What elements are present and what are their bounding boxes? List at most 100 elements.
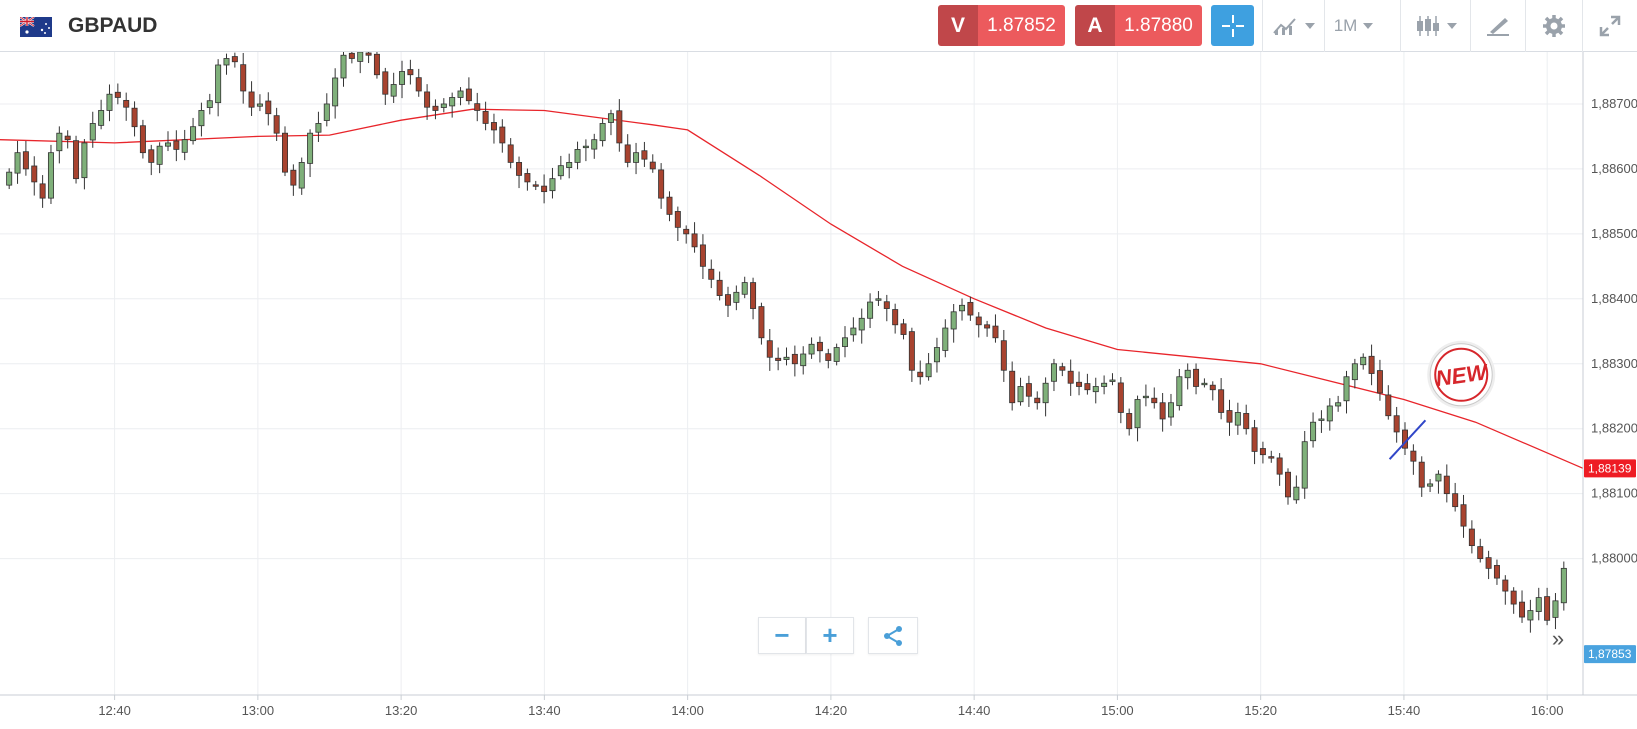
- candle-down: [382, 71, 389, 95]
- symbol-title: GBPAUD: [68, 14, 158, 37]
- candle-up: [633, 152, 640, 163]
- gear-icon: [1543, 15, 1565, 37]
- x-tick-label: 13:00: [242, 703, 275, 718]
- candle-up: [1326, 405, 1333, 422]
- candle-up: [1101, 382, 1108, 387]
- drawing-tools-button[interactable]: [1470, 0, 1525, 52]
- sell-label: V: [938, 5, 978, 46]
- chart-type-button[interactable]: [1262, 0, 1324, 52]
- candle-down: [474, 103, 481, 111]
- candle-down: [1209, 384, 1216, 391]
- candle-down: [1009, 370, 1016, 404]
- y-tick-label: 1,88700: [1591, 96, 1637, 111]
- crosshair-button[interactable]: [1211, 5, 1254, 46]
- candlestick-icon: [1416, 16, 1439, 36]
- candle-down: [541, 185, 548, 193]
- candle-up: [557, 165, 564, 177]
- candle-down: [1025, 383, 1032, 397]
- line-chart-icon: [1272, 18, 1296, 35]
- candle-down: [1067, 370, 1074, 384]
- candle-down: [1393, 415, 1400, 433]
- candle-down: [775, 357, 782, 361]
- moving-average-line: [0, 108, 1584, 469]
- candle-down: [173, 140, 180, 150]
- price-chart[interactable]: 1,88000 1,88100 1,88200 1,88300 1,88400 1,885…: [0, 52, 1637, 729]
- candle-up: [440, 103, 447, 108]
- candle-down: [407, 69, 414, 76]
- zoom-in-button[interactable]: +: [806, 617, 854, 654]
- share-button[interactable]: [868, 617, 918, 654]
- candle-up: [1293, 486, 1300, 501]
- share-icon: [884, 625, 902, 646]
- gb-au-flag-icon: [20, 17, 52, 37]
- candle-up: [457, 90, 464, 98]
- candle-down: [716, 279, 723, 296]
- y-tick-label: 1,88500: [1591, 226, 1637, 241]
- moving-average-layer: [0, 108, 1584, 469]
- candle-down: [992, 325, 999, 339]
- candle-down: [1485, 557, 1492, 569]
- timeframe-button[interactable]: 1M: [1324, 0, 1382, 52]
- candle-up: [741, 282, 748, 295]
- candle-down: [725, 294, 731, 306]
- candle-down: [1218, 389, 1225, 413]
- candle-down: [1268, 456, 1275, 459]
- candle-down: [1468, 528, 1475, 547]
- candle-up: [566, 162, 573, 169]
- candle-down: [816, 341, 823, 352]
- top-toolbar: GBPAUD V 1.87852 A 1.87880 1M: [0, 0, 1637, 52]
- candle-up: [808, 343, 815, 355]
- candle-up: [1360, 356, 1367, 366]
- candle-down: [39, 183, 46, 199]
- candle-down: [917, 371, 924, 378]
- candle-down: [114, 91, 121, 98]
- candle-down: [750, 282, 757, 309]
- candle-up: [223, 58, 230, 66]
- candle-up: [942, 327, 949, 351]
- candle-down: [984, 324, 991, 329]
- candle-up: [81, 142, 88, 179]
- candle-down: [1368, 355, 1375, 374]
- candle-down: [1477, 546, 1484, 560]
- last-price-label: 1,87853: [1588, 647, 1632, 661]
- x-tick-label: 14:20: [815, 703, 848, 718]
- candle-down: [22, 151, 29, 170]
- candle-down: [1226, 410, 1233, 423]
- sell-button[interactable]: V 1.87852: [938, 5, 1065, 46]
- drawing-tools-icon: [1487, 18, 1509, 36]
- candle-down: [1452, 493, 1459, 508]
- candle-down: [975, 316, 982, 326]
- candle-down: [766, 340, 773, 358]
- candle-up: [850, 327, 857, 336]
- candle-down: [507, 144, 514, 163]
- candle-up: [89, 123, 96, 141]
- candle-down: [290, 169, 297, 186]
- scroll-right-button[interactable]: »: [1551, 626, 1565, 651]
- candle-up: [607, 113, 614, 123]
- y-tick-label: 1,88200: [1591, 421, 1637, 436]
- candle-up: [106, 93, 113, 111]
- candle-up: [549, 178, 556, 192]
- candle-down: [139, 125, 146, 154]
- settings-button[interactable]: [1525, 0, 1582, 52]
- candle-down: [791, 353, 798, 365]
- candle-up: [1535, 597, 1542, 612]
- zoom-out-button[interactable]: −: [758, 617, 806, 654]
- candles-button[interactable]: [1400, 0, 1470, 52]
- expand-button[interactable]: [1582, 0, 1637, 52]
- candle-down: [64, 135, 71, 141]
- candle-up: [1017, 386, 1024, 403]
- candle-down: [1544, 596, 1551, 621]
- candle-down: [240, 64, 247, 92]
- candle-down: [691, 233, 698, 248]
- buy-button[interactable]: A 1.87880: [1075, 5, 1202, 46]
- candle-down: [649, 161, 656, 170]
- ma-price-label: 1,88139: [1588, 461, 1632, 475]
- chevron-down-icon: [1363, 23, 1374, 29]
- candle-down: [1385, 394, 1392, 417]
- candle-up: [340, 54, 347, 79]
- candle-down: [73, 140, 80, 180]
- candle-down: [1251, 427, 1258, 452]
